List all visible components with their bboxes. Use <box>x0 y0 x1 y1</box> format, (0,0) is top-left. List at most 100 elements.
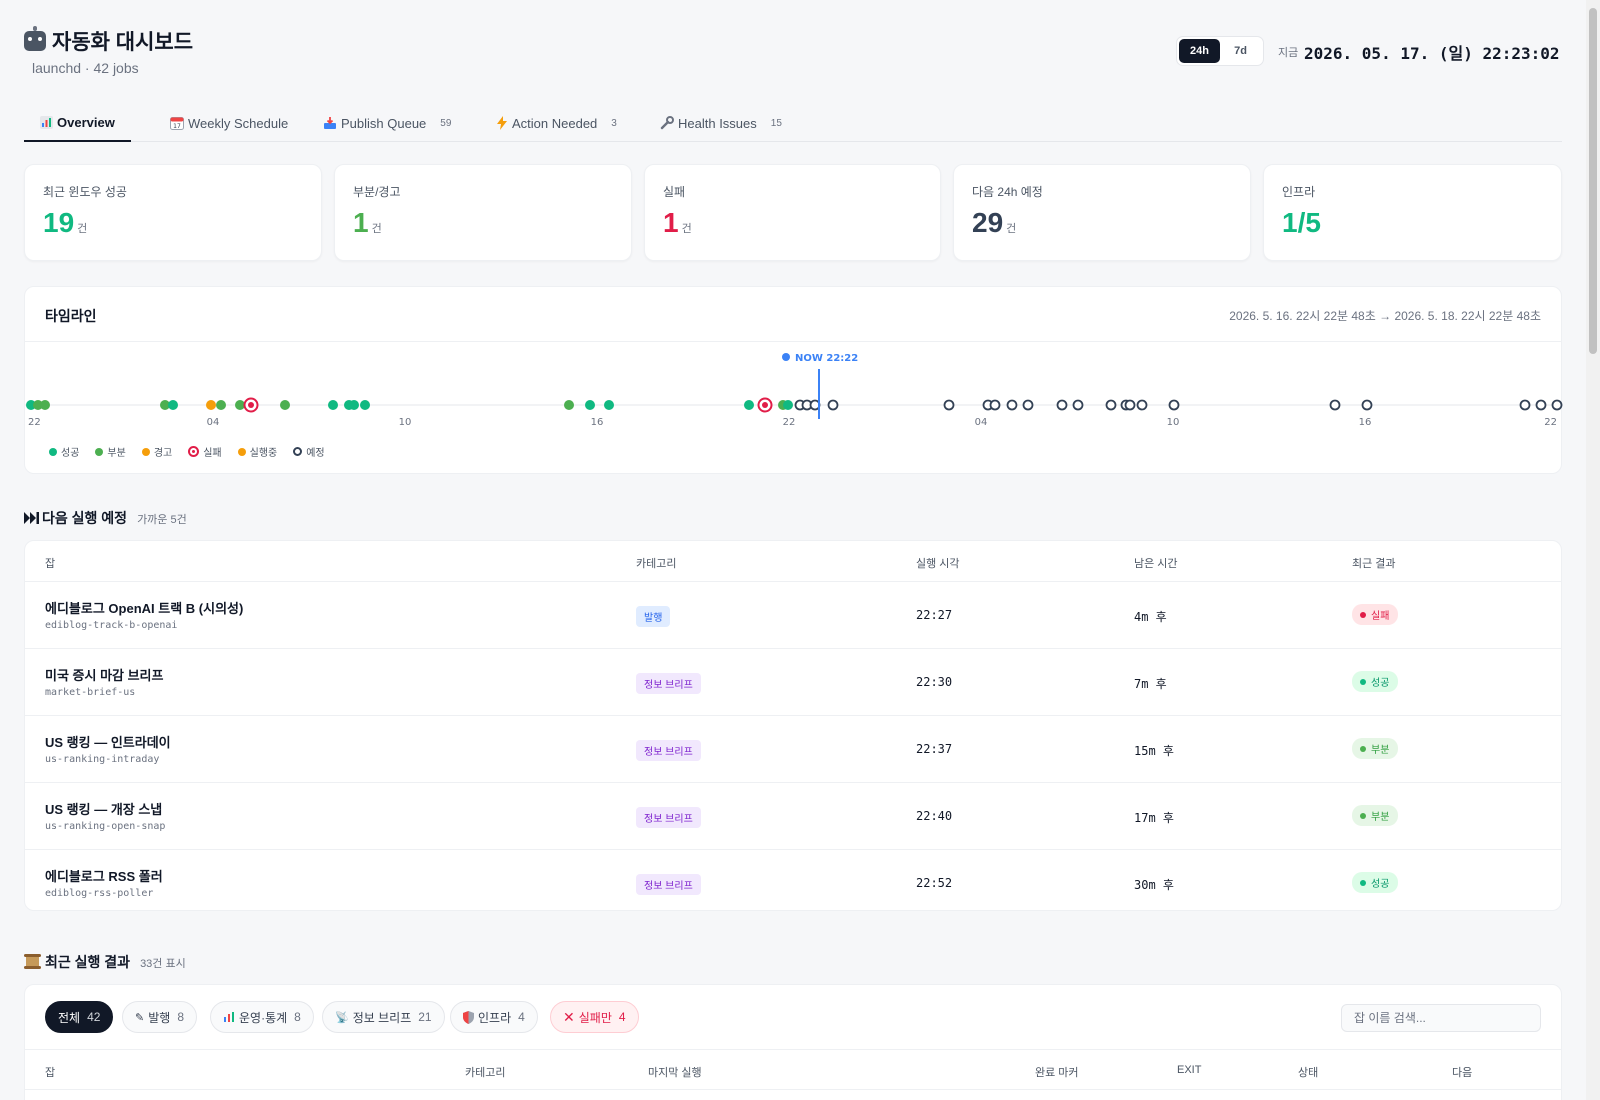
now-label: 지금 <box>1278 47 1299 59</box>
timeline-scheduled-mark[interactable] <box>1551 399 1563 411</box>
table-row[interactable]: 에디블로그 RSS 폴러 ediblog-rss-poller 정보 브리프 2… <box>25 850 1561 910</box>
range-7d-button[interactable]: 7d <box>1234 45 1247 57</box>
timeline-card: 타임라인 2026. 5. 16. 22시 22분 48초 → 2026. 5.… <box>24 286 1563 474</box>
table-row[interactable]: 미국 증시 마감 브리프 market-brief-us 정보 브리프 22:3… <box>25 649 1561 716</box>
legend-partial: 부분 <box>95 444 126 459</box>
status-badge: 성공 <box>1352 671 1399 692</box>
page-subtitle: launchd · 42 jobs <box>32 60 139 76</box>
page-scrollbar[interactable] <box>1586 0 1600 1100</box>
stat-value: 29 건 <box>972 207 1017 238</box>
timeline-scheduled-mark[interactable] <box>1072 399 1084 411</box>
current-time: 2026. 05. 17. (일) 22:23:02 <box>1304 44 1560 63</box>
timeline-scheduled-mark[interactable] <box>1124 399 1136 411</box>
timeline-scheduled-mark[interactable] <box>1022 399 1034 411</box>
status-badge: 실패 <box>1352 604 1399 625</box>
filter-chip-failures[interactable]: ✕ 실패만 4 <box>550 1001 639 1033</box>
filter-chip-publish[interactable]: ✎ 발행 8 <box>122 1001 197 1033</box>
timeline-partial-mark[interactable] <box>160 400 170 410</box>
svg-text:17: 17 <box>173 123 181 130</box>
table-row[interactable]: US 랭킹 — 인트라데이 us-ranking-intraday 정보 브리프… <box>25 716 1561 783</box>
tab-bar: Overview 17 Weekly Schedule Publish Queu… <box>24 104 1562 142</box>
timeline-success-mark[interactable] <box>168 400 178 410</box>
memo-icon: ✎ <box>135 1011 145 1024</box>
tab-weekly-schedule[interactable]: 17 Weekly Schedule <box>154 104 304 142</box>
table-row[interactable]: 에디블로그 OpenAI 트랙 B (시의성) ediblog-track-b-… <box>25 582 1561 649</box>
filter-chip-brief[interactable]: 📡 정보 브리프 21 <box>322 1001 445 1033</box>
timeline-scheduled-mark[interactable] <box>1006 399 1018 411</box>
timeline-scheduled-mark[interactable] <box>1105 399 1117 411</box>
timeline-scheduled-mark[interactable] <box>1056 399 1068 411</box>
tab-publish-queue[interactable]: Publish Queue 59 <box>307 104 467 142</box>
results-section-title: 최근 실행 결과 33건 표시 <box>24 952 186 972</box>
timeline-success-mark[interactable] <box>744 400 754 410</box>
timeline-partial-mark[interactable] <box>564 400 574 410</box>
range-toggle: 24h 7d <box>1176 36 1264 66</box>
timeline-scheduled-mark[interactable] <box>943 399 955 411</box>
timeline-tick-label: 10 <box>1167 417 1180 428</box>
page-title: 자동화 대시보드 <box>24 26 193 56</box>
timeline-warning-mark[interactable] <box>206 400 216 410</box>
timeline-scheduled-mark[interactable] <box>827 399 839 411</box>
filter-chip-ops-stats[interactable]: 운영·통계 8 <box>210 1001 314 1033</box>
next-track-icon <box>24 512 39 524</box>
timeline-tick-label: 22 <box>783 417 796 428</box>
timeline-scheduled-mark[interactable] <box>1535 399 1547 411</box>
timeline-success-mark[interactable] <box>26 400 36 410</box>
table-header: 잡 카테고리 실행 시각 남은 시간 최근 결과 <box>25 541 1561 582</box>
timeline-tick-label: 04 <box>975 417 988 428</box>
legend-scheduled: 예정 <box>293 444 325 459</box>
chart-icon <box>224 1012 234 1022</box>
timeline-title: 타임라인 <box>45 308 97 324</box>
scroll-thumb[interactable] <box>1589 8 1597 354</box>
timeline-failure-core <box>248 402 254 408</box>
stat-value: 1/5 <box>1282 207 1321 238</box>
timeline-scheduled-mark[interactable] <box>1519 399 1531 411</box>
tab-action-needed[interactable]: Action Needed 3 <box>480 104 633 142</box>
legend-success: 성공 <box>49 444 79 459</box>
job-search-input[interactable] <box>1341 1004 1541 1032</box>
timeline-success-mark[interactable] <box>349 400 359 410</box>
stat-value: 19 건 <box>43 207 88 238</box>
tab-overview[interactable]: Overview <box>24 104 131 142</box>
timeline-tick-label: 16 <box>1359 417 1372 428</box>
timeline-chart: NOW 22:22 22 04 10 16 22 04 10 16 22 <box>25 353 1563 428</box>
stat-card-success: 최근 윈도우 성공 19 건 <box>24 164 322 261</box>
timeline-scheduled-mark[interactable] <box>1168 399 1180 411</box>
timeline-partial-mark[interactable] <box>280 400 290 410</box>
table-header: 잡 카테고리 마지막 실행 완료 마커 EXIT 상태 다음 <box>25 1049 1561 1090</box>
wrench-icon <box>660 116 674 130</box>
chart-icon <box>40 115 53 129</box>
timeline-partial-mark[interactable] <box>235 400 245 410</box>
status-badge: 부분 <box>1352 805 1399 826</box>
timeline-partial-mark[interactable] <box>33 400 43 410</box>
scroll-icon <box>24 954 41 969</box>
filter-chip-infra[interactable]: 인프라 4 <box>450 1001 538 1033</box>
timeline-success-mark[interactable] <box>328 400 338 410</box>
category-badge: 정보 브리프 <box>636 874 701 895</box>
timeline-success-mark[interactable] <box>783 400 793 410</box>
robot-icon <box>24 26 46 51</box>
filter-chip-all[interactable]: 전체 42 <box>45 1001 114 1033</box>
timeline-scheduled-mark[interactable] <box>1136 399 1148 411</box>
timeline-scheduled-mark[interactable] <box>989 399 1001 411</box>
timeline-range: 2026. 5. 16. 22시 22분 48초 → 2026. 5. 18. … <box>1229 309 1541 323</box>
table-row[interactable]: US 랭킹 — 개장 스냅 us-ranking-open-snap 정보 브리… <box>25 783 1561 850</box>
stat-card-infra: 인프라 1/5 <box>1263 164 1562 261</box>
timeline-success-mark[interactable] <box>360 400 370 410</box>
timeline-tick-label: 04 <box>207 417 220 428</box>
timeline-partial-mark[interactable] <box>40 400 50 410</box>
range-24h-button[interactable]: 24h <box>1179 39 1220 63</box>
timeline-scheduled-mark[interactable] <box>1361 399 1373 411</box>
cross-icon: ✕ <box>563 1008 575 1025</box>
timeline-success-mark[interactable] <box>585 400 595 410</box>
now-marker-dot <box>782 353 790 361</box>
timeline-partial-mark[interactable] <box>216 400 226 410</box>
status-badge: 부분 <box>1352 738 1399 759</box>
results-card: 전체 42 ✎ 발행 8 운영·통계 8 📡 정보 브리프 21 인프라 4 ✕ 실패만 4 잡 … <box>24 984 1562 1100</box>
timeline-scheduled-mark[interactable] <box>1329 399 1341 411</box>
tab-health-issues[interactable]: Health Issues 15 <box>644 104 798 142</box>
timeline-success-mark[interactable] <box>604 400 614 410</box>
calendar-icon: 17 <box>170 117 184 130</box>
timeline-legend: 성공 부분 경고 실패 실행중 예정 <box>49 444 325 459</box>
